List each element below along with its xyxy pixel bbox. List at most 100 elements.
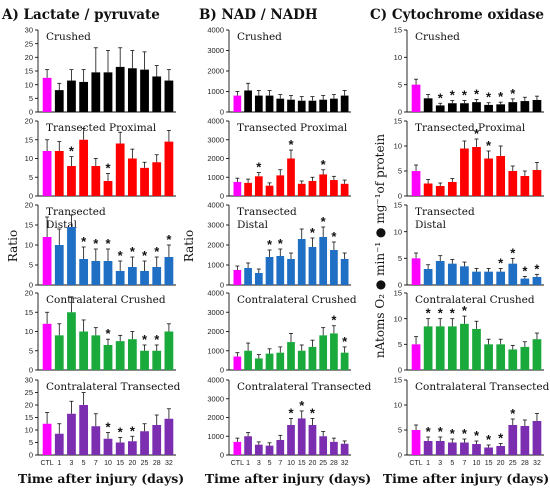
bar-28 [330,180,338,196]
bar-1 [54,433,64,455]
bar-25 [140,431,149,455]
column-titles: A) Lactate / pyruvate B) NAD / NADH C) C… [1,7,544,23]
y-tick-label: 2000 [207,67,224,76]
bar-20 [496,344,506,370]
bar-20 [496,156,506,196]
bar-CTL [233,270,242,285]
significance-star: * [462,426,468,441]
significance-star: * [105,326,111,341]
y-tick-label: 25 [25,388,33,397]
y-tick-label: 20 [25,117,33,126]
panel-title: Transected Proximal [46,122,157,134]
bar-28 [520,176,530,196]
bar-10 [287,259,295,285]
x-tick-label: CTL [231,460,244,467]
y-tick-label: 15 [25,67,33,76]
bar-20 [496,104,506,112]
y-tick-label: 0 [220,451,224,460]
bar-28 [330,333,338,370]
panel-title: Contralateral Transected [237,381,372,393]
significance-star: * [93,236,99,251]
bar-15 [115,143,125,196]
y-tick-label: 5 [29,94,33,103]
bar-15 [297,350,306,370]
panel-title: Transected Proximal [415,122,526,134]
y-axis-title-lactate: Ratio [6,230,20,262]
significance-star: * [118,425,124,440]
y-tick-label: 15 [394,289,402,298]
bar-10 [472,444,481,455]
y-tick-label: 30 [25,376,33,385]
bar-28 [520,346,530,370]
bar-5 [447,103,457,112]
y-tick-label: 5 [398,426,402,435]
y-tick-label: 4000 [207,289,224,298]
y-tick-label: 3000 [207,46,224,55]
bar-15 [297,183,306,196]
y-tick-label: 10 [394,401,402,410]
bar-28 [520,101,530,112]
panel-title-line2: Distal [415,219,447,231]
bar-15 [297,239,306,285]
bar-3 [435,261,445,285]
bar-15 [484,271,493,285]
x-tick-label: 3 [438,460,442,467]
y-tick-label: 4000 [207,376,224,385]
x-axis-title-nad: Time after injury (days) [205,471,371,486]
significance-star: * [130,423,136,438]
bar-25 [140,271,149,285]
significance-star: * [267,237,273,252]
panel-title: Transected [237,206,297,218]
bar-5 [79,331,89,370]
bar-25 [319,174,328,196]
significance-star: * [154,332,160,347]
y-tick-label: 1000 [207,432,224,441]
y-tick-label: 30 [25,26,33,35]
bar-32 [164,331,174,370]
significance-star: * [534,261,540,276]
bar-25 [508,263,518,285]
y-tick-label: 5 [29,173,33,182]
y-tick-label: 25 [25,39,33,48]
y-tick-label: 0 [220,281,224,290]
bar-CTL [42,423,52,455]
panel-title: Crushed [237,31,282,43]
bar-15 [115,442,125,455]
bar-7 [276,440,285,455]
significance-star: * [154,244,160,259]
y-tick-label: 15 [25,308,33,317]
bar-3 [435,326,445,370]
panel-title: Transected Proximal [237,122,348,134]
bar-15 [115,341,125,370]
bar-1 [54,90,64,112]
x-tick-label: 28 [330,460,338,467]
bar-25 [319,335,328,370]
y-tick-label: 20 [25,289,33,298]
column-title-nad: B) NAD / NADH [199,7,318,23]
x-tick-label: 25 [319,460,327,467]
bar-1 [423,326,433,370]
significance-star: * [522,263,528,278]
bar-32 [340,95,349,112]
bar-1 [54,245,64,285]
x-tick-label: 10 [287,460,295,467]
bar-20 [127,68,137,112]
bar-25 [508,102,518,112]
y-tick-label: 2000 [207,154,224,163]
bar-20 [127,158,137,196]
bar-10 [287,342,295,370]
y-tick-label: 15 [394,26,402,35]
y-tick-label: 1000 [207,346,224,355]
bar-10 [103,438,113,455]
significance-star: * [438,424,444,439]
significance-star: * [450,88,456,103]
bar-28 [152,162,162,196]
bar-25 [140,69,149,112]
panel-title: Transected [46,206,106,218]
x-tick-label: 7 [94,460,98,467]
y-tick-label: 2000 [207,413,224,422]
bar-7 [460,323,469,370]
y-axis-title-nad: Ratio [182,230,196,262]
panel-title: Contralateral Crushed [46,294,166,306]
significance-star: * [474,428,480,443]
